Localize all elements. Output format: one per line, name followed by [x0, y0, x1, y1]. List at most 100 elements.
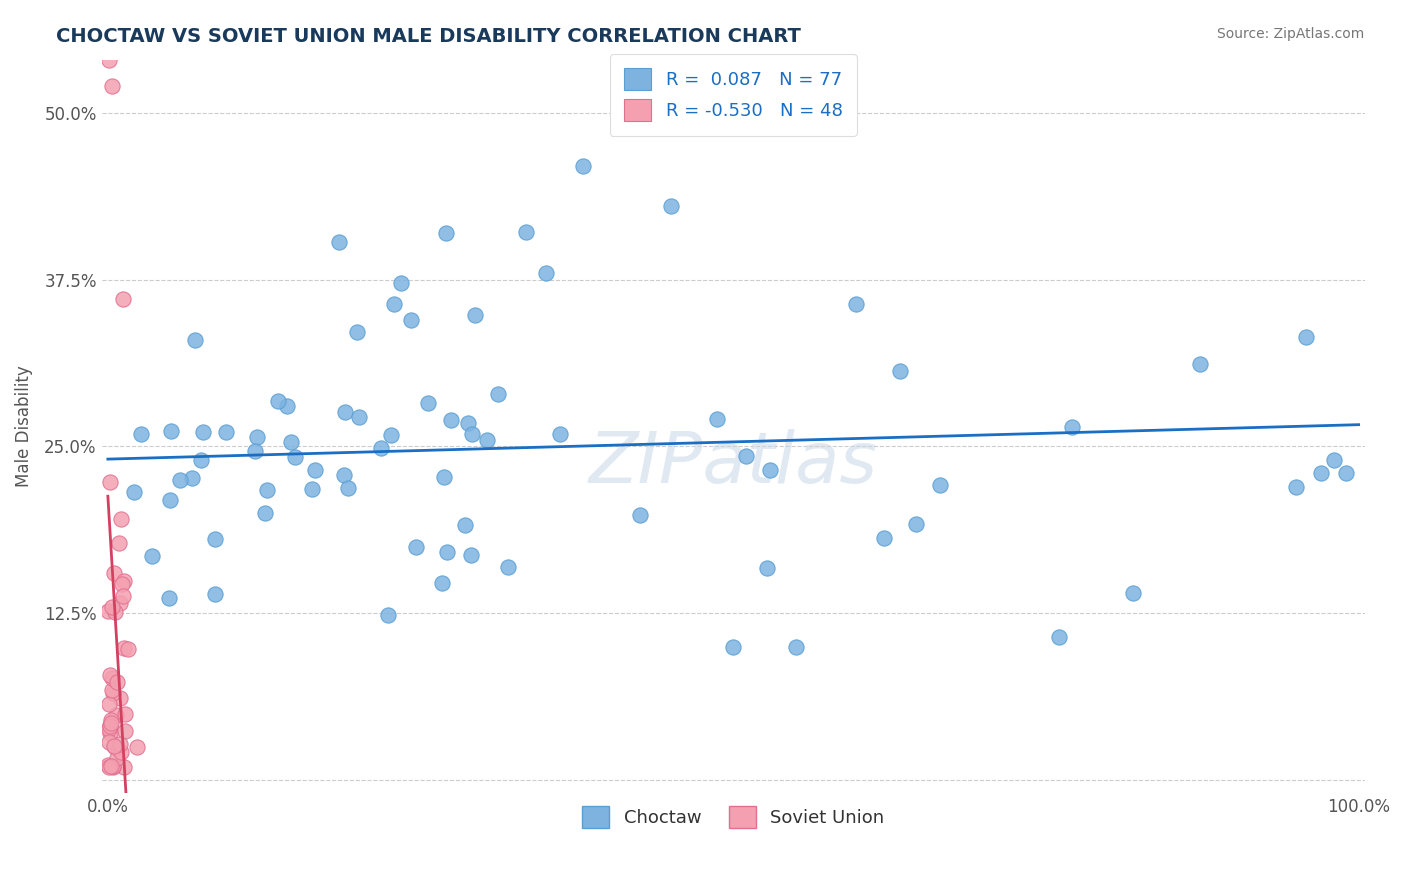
Choctaw: [454, 518, 477, 533]
Text: ZIPatlas: ZIPatlas: [589, 429, 877, 498]
Soviet Union: [103, 685, 125, 699]
Soviet Union: [111, 293, 134, 307]
Soviet Union: [100, 716, 122, 731]
Soviet Union: [98, 0, 121, 13]
Choctaw: [457, 416, 479, 430]
Choctaw: [377, 607, 399, 622]
Choctaw: [157, 591, 180, 605]
Soviet Union: [112, 759, 135, 773]
Choctaw: [1062, 420, 1084, 434]
Choctaw: [276, 399, 298, 413]
Choctaw: [928, 477, 950, 491]
Choctaw: [191, 425, 214, 439]
Soviet Union: [98, 53, 121, 67]
Soviet Union: [97, 758, 120, 772]
Choctaw: [141, 549, 163, 563]
Choctaw: [572, 159, 595, 173]
Choctaw: [160, 424, 183, 438]
Soviet Union: [100, 683, 122, 698]
Soviet Union: [98, 718, 121, 732]
Soviet Union: [101, 671, 124, 685]
Choctaw: [328, 235, 350, 250]
Choctaw: [1122, 586, 1144, 600]
Text: Source: ZipAtlas.com: Source: ZipAtlas.com: [1216, 27, 1364, 41]
Soviet Union: [97, 723, 120, 737]
Soviet Union: [108, 690, 131, 705]
Choctaw: [534, 266, 557, 280]
Soviet Union: [100, 759, 122, 773]
Soviet Union: [100, 667, 122, 681]
Soviet Union: [104, 605, 127, 619]
Soviet Union: [108, 737, 131, 751]
Choctaw: [440, 412, 463, 426]
Choctaw: [486, 386, 509, 401]
Choctaw: [243, 444, 266, 458]
Choctaw: [333, 468, 356, 483]
Soviet Union: [112, 641, 135, 656]
Choctaw: [256, 483, 278, 498]
Choctaw: [785, 640, 807, 654]
Choctaw: [461, 427, 484, 442]
Choctaw: [475, 433, 498, 447]
Choctaw: [384, 297, 406, 311]
Soviet Union: [111, 577, 134, 591]
Soviet Union: [97, 759, 120, 773]
Soviet Union: [101, 759, 124, 773]
Soviet Union: [110, 511, 132, 525]
Choctaw: [758, 463, 780, 477]
Choctaw: [416, 396, 439, 410]
Choctaw: [1047, 630, 1070, 644]
Choctaw: [1334, 466, 1357, 480]
Soviet Union: [98, 726, 121, 740]
Choctaw: [333, 405, 356, 419]
Soviet Union: [110, 745, 132, 759]
Soviet Union: [101, 599, 124, 614]
Choctaw: [169, 473, 191, 487]
Choctaw: [405, 540, 427, 554]
Soviet Union: [103, 739, 125, 753]
Soviet Union: [105, 674, 128, 689]
Choctaw: [460, 548, 482, 562]
Choctaw: [436, 545, 458, 559]
Choctaw: [433, 470, 456, 484]
Soviet Union: [97, 697, 120, 711]
Choctaw: [190, 453, 212, 467]
Choctaw: [280, 435, 302, 450]
Choctaw: [1310, 466, 1333, 480]
Choctaw: [380, 427, 402, 442]
Choctaw: [214, 425, 236, 439]
Choctaw: [301, 482, 323, 496]
Legend: Choctaw, Soviet Union: Choctaw, Soviet Union: [575, 799, 891, 836]
Soviet Union: [97, 604, 120, 618]
Soviet Union: [97, 735, 120, 749]
Choctaw: [131, 427, 153, 442]
Choctaw: [124, 485, 146, 500]
Choctaw: [515, 226, 537, 240]
Soviet Union: [98, 475, 121, 490]
Choctaw: [1295, 330, 1317, 344]
Choctaw: [659, 199, 682, 213]
Choctaw: [464, 308, 486, 322]
Text: CHOCTAW VS SOVIET UNION MALE DISABILITY CORRELATION CHART: CHOCTAW VS SOVIET UNION MALE DISABILITY …: [56, 27, 801, 45]
Soviet Union: [112, 574, 135, 589]
Soviet Union: [105, 707, 128, 722]
Y-axis label: Male Disability: Male Disability: [15, 366, 32, 487]
Soviet Union: [108, 596, 131, 610]
Choctaw: [159, 493, 181, 508]
Choctaw: [204, 587, 226, 601]
Choctaw: [628, 508, 651, 523]
Soviet Union: [98, 719, 121, 733]
Soviet Union: [108, 535, 131, 549]
Choctaw: [337, 481, 360, 495]
Choctaw: [347, 410, 370, 425]
Choctaw: [706, 411, 728, 425]
Choctaw: [723, 640, 745, 654]
Choctaw: [370, 441, 392, 455]
Soviet Union: [100, 713, 122, 727]
Choctaw: [180, 471, 202, 485]
Choctaw: [845, 297, 868, 311]
Soviet Union: [114, 707, 136, 722]
Choctaw: [1323, 453, 1346, 467]
Soviet Union: [117, 641, 139, 656]
Soviet Union: [105, 751, 128, 765]
